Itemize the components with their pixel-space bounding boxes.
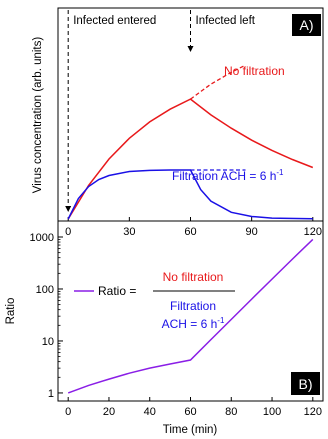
event-arrow-0: [65, 206, 72, 212]
panel-b-series: [67, 238, 314, 394]
panel-b: Ratio Time (min) 0 20 40 60 80 100 120 1101001…: [5, 220, 324, 436]
panel-a-badge: [292, 14, 321, 36]
panel-b-xtick-label-1: 20: [103, 406, 115, 418]
legend-denominator-line1: Filtration: [170, 299, 216, 313]
panel-a: Virus concentration (arb. units) 0 30 60 90…: [32, 7, 324, 238]
panel-b-xtick-label-2: 40: [144, 406, 156, 418]
series-filtration: [67, 169, 313, 220]
legend-ratio-label: Ratio =: [98, 284, 136, 298]
panel-b-xtick-label-0: 0: [65, 406, 71, 418]
panel-b-xlabel: Time (min): [163, 424, 218, 436]
panel-a-xtick-label-0: 0: [65, 226, 71, 238]
panel-b-badge: [291, 372, 320, 395]
series-ratio: [67, 238, 314, 394]
event-arrow-1: [187, 46, 194, 52]
event-label-1: Infected left: [196, 15, 256, 27]
legend-numerator: No filtration: [163, 270, 224, 284]
panel-b-yticks: 1 10 100 1000: [30, 232, 63, 400]
panel-b-ytick-label-0: 1: [48, 388, 54, 400]
legend-denominator-line2: ACH = 6 h-1: [162, 316, 225, 331]
panel-b-badge-label: B): [299, 376, 313, 392]
panel-a-ylabel: Virus concentration (arb. units): [32, 37, 44, 194]
panel-b-xtick-label-6: 120: [304, 406, 322, 418]
panel-a-series: [67, 64, 314, 220]
panel-a-xtick-label-2: 60: [184, 226, 196, 238]
panel-a-xticks: 0 30 60 90 120: [65, 217, 322, 238]
panel-b-xticks: 0 20 40 60 80 100 120: [65, 397, 322, 418]
panel-b-ratio-legend: Ratio = No filtration Filtration ACH = 6…: [74, 270, 235, 331]
series-no_filtration: [67, 98, 314, 220]
panel-b-ylabel: Ratio: [5, 298, 17, 325]
panel-a-filtration-label: Filtration ACH = 6 h-1: [172, 168, 284, 183]
panel-b-xtick-label-5: 100: [263, 406, 281, 418]
panel-a-xtick-label-4: 120: [304, 226, 322, 238]
panel-a-xtick-label-3: 90: [246, 226, 258, 238]
panel-b-ytick-label-1: 10: [42, 336, 54, 348]
panel-a-event-markers: Infected entered Infected left: [65, 10, 256, 212]
panel-a-xtick-label-1: 30: [123, 226, 135, 238]
panel-b-ytick-label-2: 100: [36, 284, 54, 296]
panel-b-xtick-label-4: 80: [225, 406, 237, 418]
panel-b-xtick-label-3: 60: [184, 406, 196, 418]
event-label-0: Infected entered: [73, 15, 156, 27]
panel-a-no-filtration-label: No filtration: [224, 64, 285, 78]
panel-b-ytick-label-3: 1000: [30, 232, 54, 244]
panel-a-badge-label: A): [300, 17, 314, 33]
